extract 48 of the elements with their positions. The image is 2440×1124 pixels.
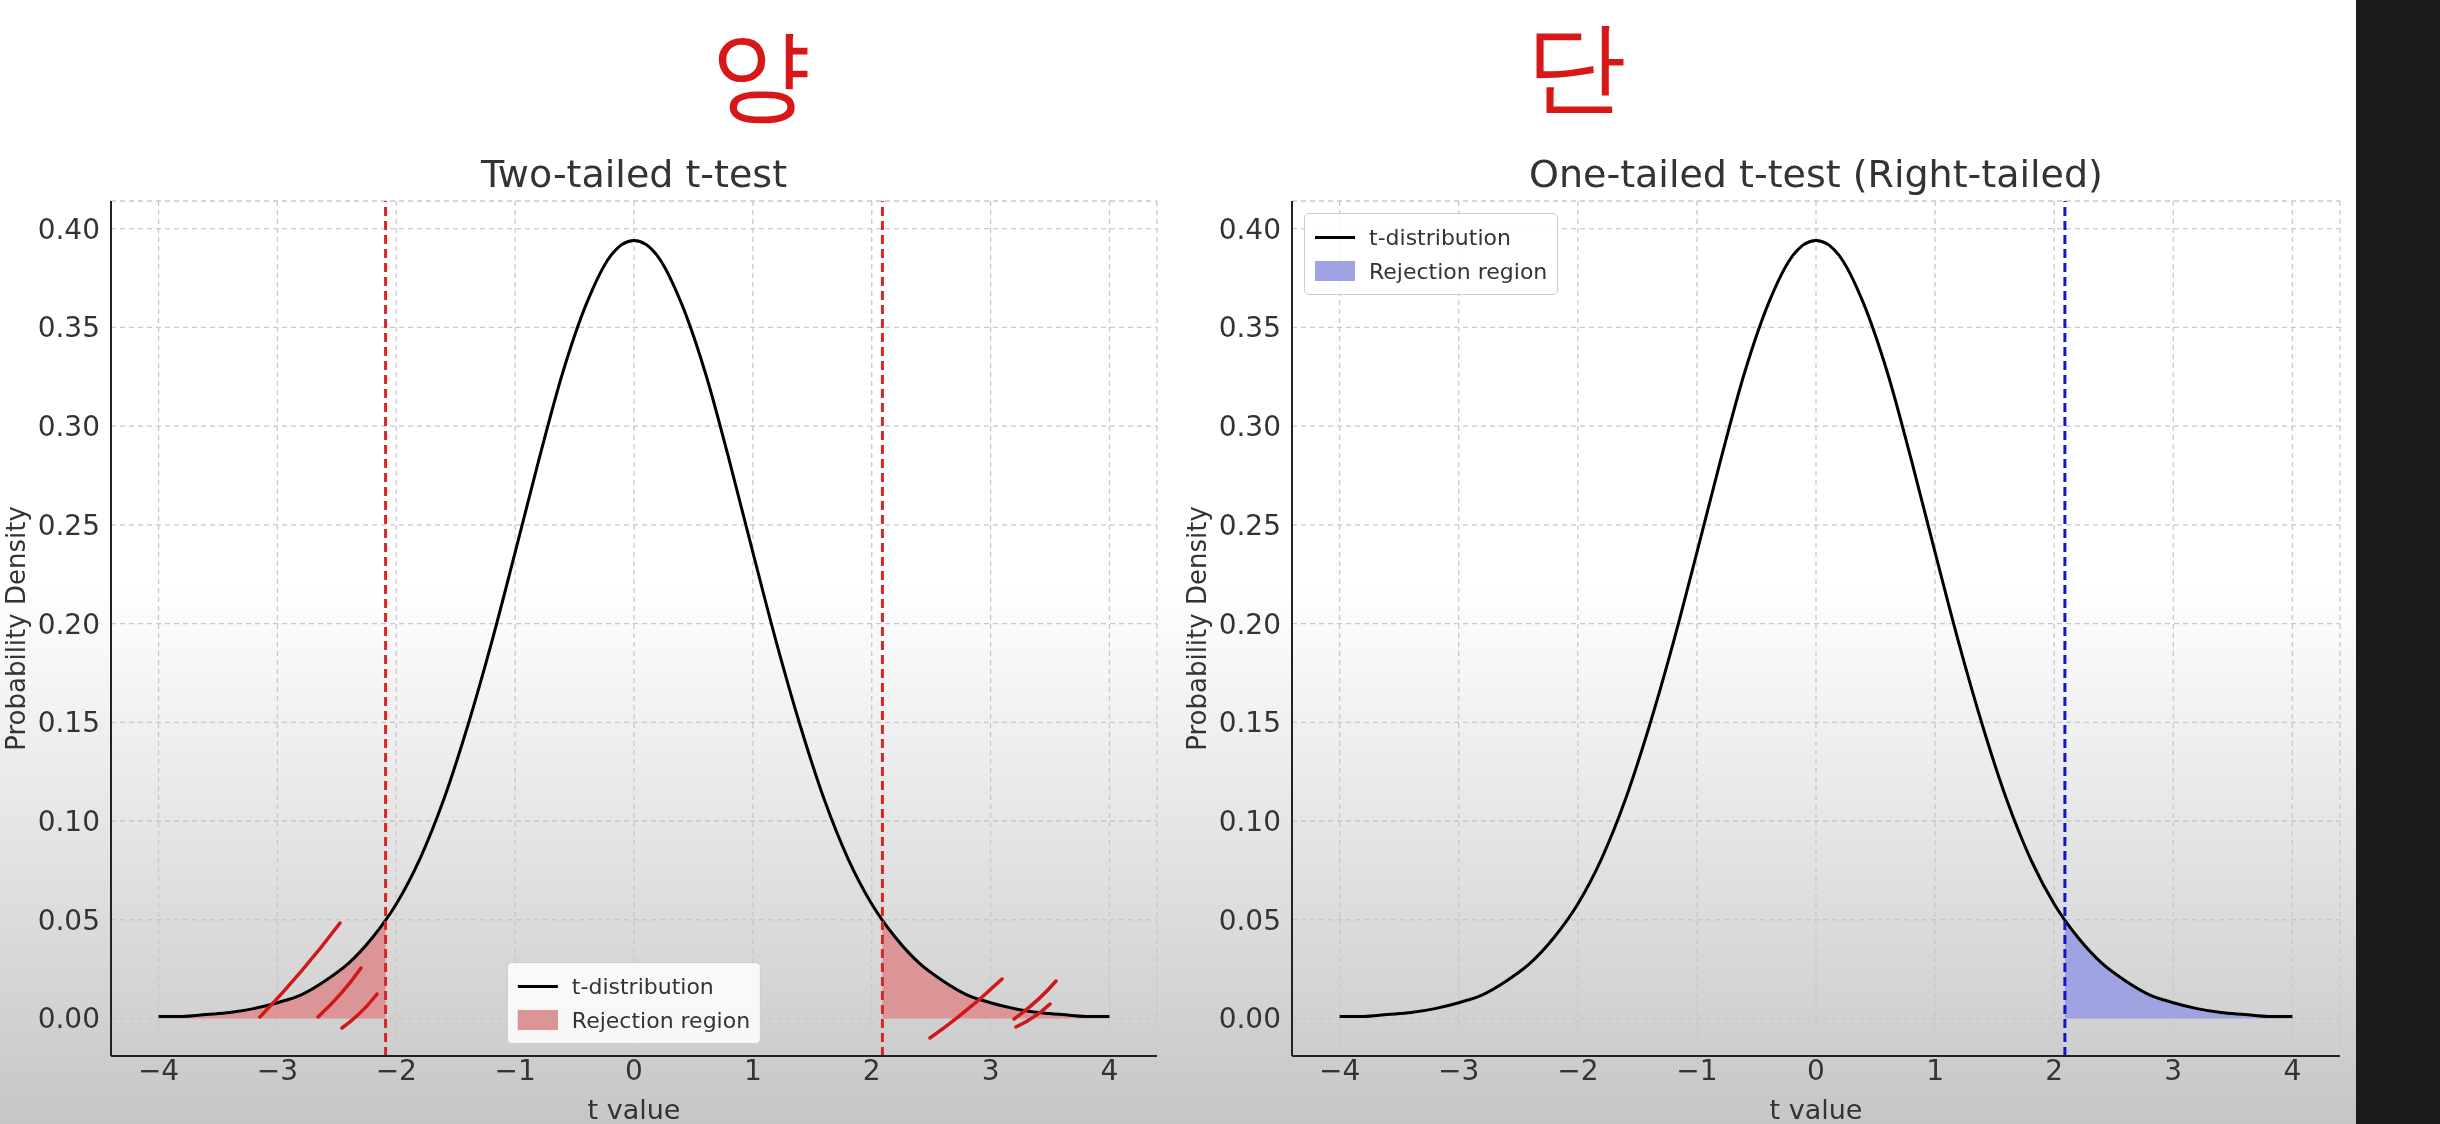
x-axis-title: t value	[1769, 1094, 1863, 1124]
chart-title: One-tailed t-test (Right-tailed)	[1528, 151, 2104, 197]
y-tick-label: 0.40	[1218, 212, 1281, 246]
y-tick-label: 0.25	[37, 508, 100, 542]
y-tick-label: 0.25	[1218, 508, 1281, 542]
x-tick-label: 1	[743, 1053, 762, 1087]
y-tick-label: 0.00	[1218, 1002, 1281, 1036]
x-tick-label: 4	[2283, 1053, 2302, 1087]
x-tick-label: −4	[137, 1053, 180, 1087]
y-axis-title: Probability Density	[1, 506, 32, 751]
y-axis-title: Probability Density	[1182, 506, 1213, 751]
x-tick-label: −3	[256, 1053, 299, 1087]
x-tick-label: −2	[1557, 1053, 1599, 1087]
y-tick-label: 0.15	[1218, 706, 1281, 740]
legend-label: t-distribution	[571, 973, 714, 999]
y-tick-label: 0.40	[37, 212, 100, 246]
y-tick-label: 0.30	[1218, 410, 1281, 444]
x-axis-title: t value	[587, 1094, 681, 1124]
x-tick-label: 4	[1100, 1053, 1119, 1087]
x-tick-label: −3	[1438, 1053, 1480, 1087]
y-tick-label: 0.10	[1218, 804, 1281, 838]
x-tick-label: 2	[862, 1053, 881, 1087]
legend-label: t-distribution	[1369, 224, 1511, 250]
legend-label: Rejection region	[571, 1007, 751, 1033]
x-tick-label: −1	[494, 1053, 536, 1087]
y-tick-label: 0.30	[37, 410, 100, 444]
y-tick-label: 0.35	[1218, 311, 1281, 345]
y-tick-label: 0.35	[37, 311, 100, 345]
x-tick-label: 3	[981, 1053, 1000, 1087]
x-tick-label: 0	[625, 1053, 643, 1087]
y-tick-label: 0.15	[37, 706, 100, 740]
y-tick-label: 0.00	[37, 1002, 100, 1036]
y-tick-label: 0.05	[1218, 903, 1281, 937]
y-tick-label: 0.05	[37, 903, 100, 937]
y-tick-label: 0.20	[37, 607, 100, 641]
chart-title: Two-tailed t-test	[479, 151, 789, 197]
text: 양	[710, 16, 810, 133]
legend-label: Rejection region	[1369, 258, 1548, 284]
x-tick-label: 2	[2045, 1053, 2064, 1087]
y-tick-label: 0.10	[37, 804, 100, 838]
text: 단	[1526, 8, 1626, 125]
x-tick-label: 3	[2164, 1053, 2183, 1087]
x-tick-label: −4	[1319, 1053, 1361, 1087]
x-tick-label: 1	[1926, 1053, 1944, 1087]
x-tick-label: 0	[1807, 1053, 1825, 1087]
y-tick-label: 0.20	[1218, 607, 1281, 641]
x-tick-label: −2	[375, 1053, 417, 1087]
x-tick-label: −1	[1676, 1053, 1718, 1087]
